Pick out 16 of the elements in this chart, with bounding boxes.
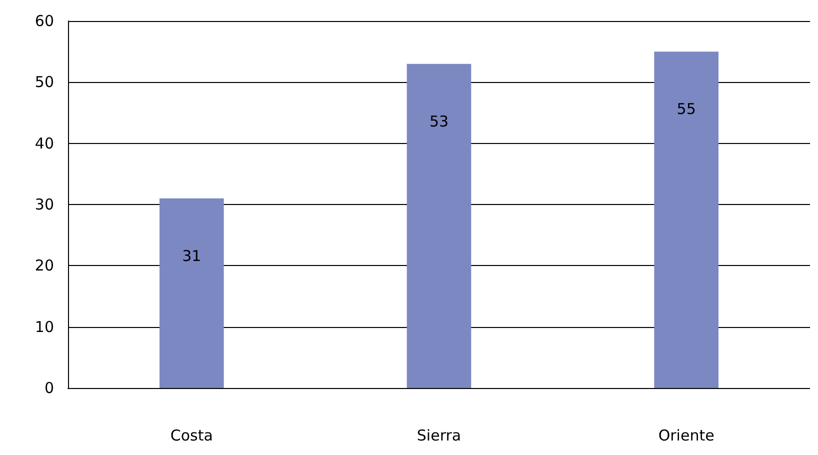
- y-tick-label: 30: [34, 196, 54, 214]
- x-tick-label: Sierra: [416, 426, 462, 444]
- x-tick-label: Oriente: [658, 426, 714, 444]
- x-tick-label: Costa: [170, 426, 213, 444]
- y-tick-label: 20: [34, 256, 54, 275]
- bar: [160, 198, 224, 388]
- y-tick-label: 0: [44, 379, 54, 397]
- data-label: 31: [182, 246, 202, 265]
- data-label: 55: [676, 100, 696, 118]
- bar: [406, 64, 472, 388]
- data-label: 53: [429, 112, 449, 130]
- y-tick-label: 10: [34, 318, 54, 336]
- bar: [654, 52, 718, 388]
- y-tick-label: 40: [34, 134, 54, 152]
- y-tick-label: 50: [34, 73, 54, 92]
- y-tick-label: 60: [34, 12, 54, 30]
